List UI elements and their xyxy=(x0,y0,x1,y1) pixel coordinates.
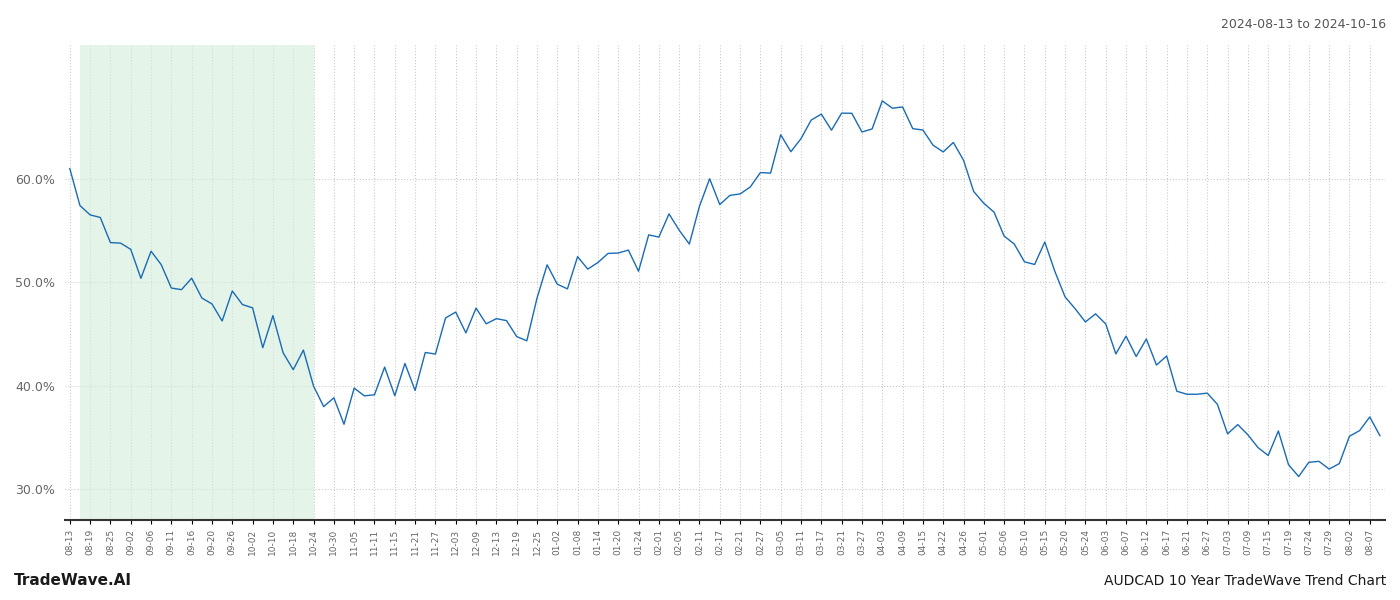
Text: 2024-08-13 to 2024-10-16: 2024-08-13 to 2024-10-16 xyxy=(1221,18,1386,31)
Text: AUDCAD 10 Year TradeWave Trend Chart: AUDCAD 10 Year TradeWave Trend Chart xyxy=(1103,574,1386,588)
Text: TradeWave.AI: TradeWave.AI xyxy=(14,573,132,588)
Bar xyxy=(80,45,314,520)
